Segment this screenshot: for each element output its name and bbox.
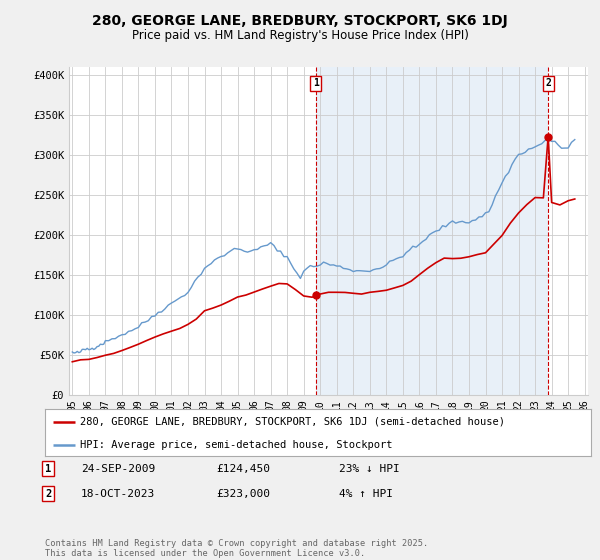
Text: Contains HM Land Registry data © Crown copyright and database right 2025.
This d: Contains HM Land Registry data © Crown c… xyxy=(45,539,428,558)
Text: 18-OCT-2023: 18-OCT-2023 xyxy=(81,489,155,499)
Text: 4% ↑ HPI: 4% ↑ HPI xyxy=(339,489,393,499)
Text: 23% ↓ HPI: 23% ↓ HPI xyxy=(339,464,400,474)
Text: 280, GEORGE LANE, BREDBURY, STOCKPORT, SK6 1DJ (semi-detached house): 280, GEORGE LANE, BREDBURY, STOCKPORT, S… xyxy=(80,417,505,427)
Text: 2: 2 xyxy=(45,489,51,499)
Text: 1: 1 xyxy=(45,464,51,474)
Text: £124,450: £124,450 xyxy=(216,464,270,474)
Text: 280, GEORGE LANE, BREDBURY, STOCKPORT, SK6 1DJ: 280, GEORGE LANE, BREDBURY, STOCKPORT, S… xyxy=(92,14,508,28)
Bar xyxy=(316,67,548,395)
Text: £323,000: £323,000 xyxy=(216,489,270,499)
Text: 24-SEP-2009: 24-SEP-2009 xyxy=(81,464,155,474)
Text: 1: 1 xyxy=(313,78,319,88)
Text: HPI: Average price, semi-detached house, Stockport: HPI: Average price, semi-detached house,… xyxy=(80,440,393,450)
Text: 2: 2 xyxy=(545,78,551,88)
Text: Price paid vs. HM Land Registry's House Price Index (HPI): Price paid vs. HM Land Registry's House … xyxy=(131,29,469,42)
